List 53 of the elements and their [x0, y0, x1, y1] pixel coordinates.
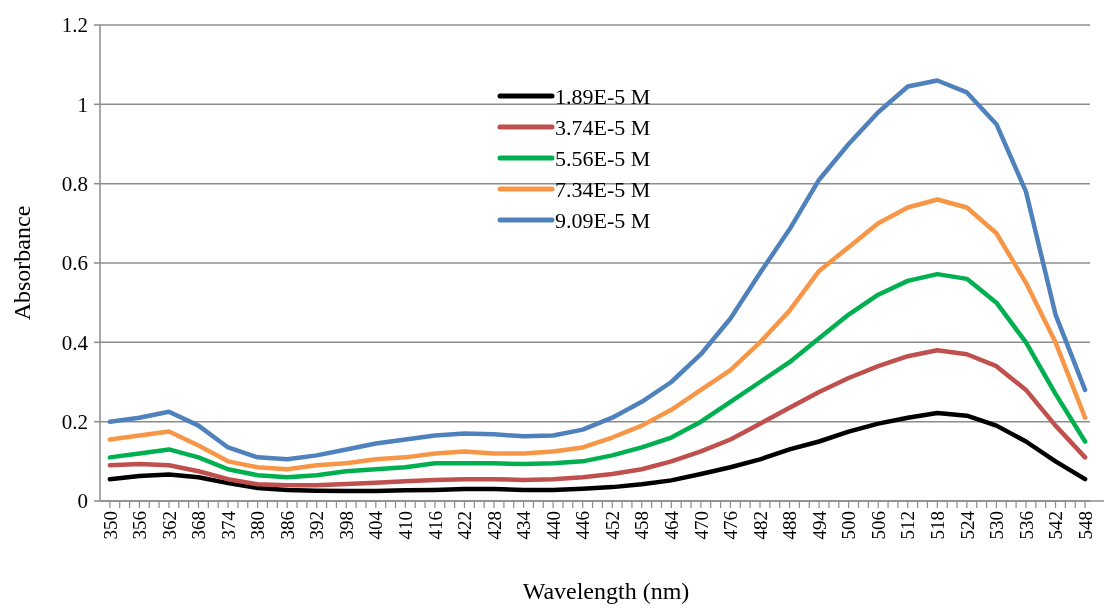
x-tick-label: 434 [513, 510, 535, 540]
x-tick-label: 410 [395, 511, 417, 540]
x-tick-label: 350 [99, 511, 121, 540]
y-tick-label: 1.2 [61, 13, 88, 38]
legend-label: 1.89E-5 M [555, 83, 651, 109]
x-tick-label: 548 [1074, 511, 1096, 540]
x-tick-label: 470 [690, 511, 712, 540]
y-tick-label: 0.6 [61, 251, 88, 276]
line-series [107, 348, 1088, 488]
x-tick-label: 398 [335, 511, 357, 540]
line-series [107, 197, 1088, 472]
x-tick-label: 542 [1045, 511, 1067, 540]
x-axis-title: Wavelength (nm) [522, 578, 690, 604]
x-tick-label: 404 [365, 510, 387, 540]
x-tick-label: 494 [808, 510, 830, 540]
x-tick-label: 488 [779, 511, 801, 540]
x-tick-label: 374 [217, 510, 239, 540]
y-tick-label: 0 [77, 489, 88, 514]
y-tick-label: 0.2 [61, 410, 88, 435]
x-tick-label: 362 [158, 511, 180, 540]
x-tick-label: 476 [720, 511, 742, 540]
x-tick-label: 428 [483, 511, 505, 540]
x-tick-label: 518 [926, 511, 948, 540]
legend-label: 9.09E-5 M [555, 207, 651, 233]
x-tick-label: 458 [631, 511, 653, 540]
y-tick-label: 1 [77, 92, 88, 117]
legend-label: 5.56E-5 M [555, 145, 651, 171]
x-tick-label: 356 [129, 511, 151, 540]
x-tick-label: 464 [660, 510, 682, 540]
y-tick-label: 0.4 [61, 330, 89, 355]
x-tick-label: 440 [542, 511, 564, 540]
x-tick-label: 536 [1015, 511, 1037, 540]
x-tick-label: 368 [188, 511, 210, 540]
x-tick-label: 446 [572, 511, 594, 540]
line-series [107, 271, 1088, 480]
x-tick-label: 386 [276, 511, 298, 540]
line-series [107, 410, 1088, 494]
y-tick-label: 0.8 [61, 172, 88, 197]
x-tick-label: 506 [867, 511, 889, 540]
legend-label: 7.34E-5 M [555, 176, 651, 202]
x-tick-label: 500 [838, 511, 860, 540]
x-tick-label: 452 [601, 511, 623, 540]
x-tick-label: 512 [897, 511, 919, 540]
x-tick-label: 392 [306, 511, 328, 540]
x-tick-label: 530 [986, 511, 1008, 540]
x-tick-label: 422 [454, 511, 476, 540]
y-axis-title: Absorbance [9, 205, 35, 321]
x-tick-label: 416 [424, 511, 446, 540]
x-tick-label: 524 [956, 510, 978, 540]
legend-label: 3.74E-5 M [555, 114, 651, 140]
x-tick-label: 380 [247, 511, 269, 540]
line-series [107, 78, 1088, 462]
x-tick-label: 482 [749, 511, 771, 540]
